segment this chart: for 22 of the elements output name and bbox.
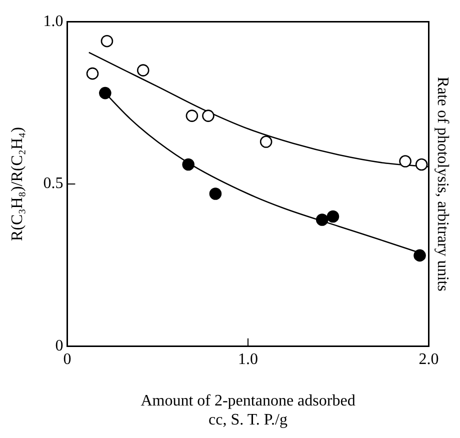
y2-axis-title: Rate of photolysis, arbitrary units [434,76,452,292]
y-tick-label: 0 [55,338,64,355]
point [260,136,272,148]
x-tick-label: 2.0 [418,351,439,368]
point [326,210,340,223]
point [209,188,222,200]
point [415,158,428,171]
point [316,214,328,226]
point [202,110,214,122]
point [182,158,194,171]
point [136,64,150,76]
point [99,86,112,100]
x-tick-label: 1.0 [238,351,258,368]
point [100,34,114,48]
y-axis-title: R(C₃H₈)/R(C₂H₄) [8,127,26,241]
y-tick-label: 1.0 [43,12,64,30]
point [414,249,426,262]
x-axis-title: Amount of 2-pentanone adsorbed cc, S. T. P./g [140,392,356,429]
point [86,67,99,80]
y-tick-label: 0.5 [43,175,64,192]
point [399,155,412,168]
point [186,110,198,122]
